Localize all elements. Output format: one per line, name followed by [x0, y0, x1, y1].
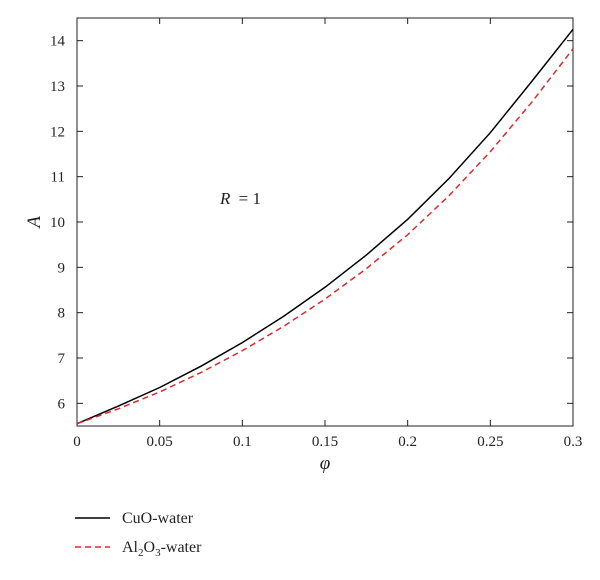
x-tick-label: 0.25 — [477, 434, 503, 450]
y-tick-label: 6 — [58, 396, 66, 412]
x-tick-label: 0.15 — [312, 434, 338, 450]
legend-label-al2o3-water: Al2O3-water — [122, 539, 202, 559]
legend-al-part: Al — [122, 539, 139, 556]
y-tick-label: 13 — [50, 79, 65, 95]
y-tick-label: 14 — [50, 34, 66, 50]
plot-area — [76, 17, 574, 427]
axis-ticks: 0 0.05 0.1 0.15 0.2 0.25 0.3 6 7 8 9 10 11 12 13 14 — [50, 18, 582, 450]
x-axis-label: φ — [320, 453, 331, 474]
x-tick-label: 0.05 — [147, 434, 173, 450]
annotation-variable: R — [219, 189, 231, 208]
series-lines — [76, 28, 574, 425]
series-line-cuo-water — [76, 28, 574, 425]
y-tick-label: 12 — [50, 124, 65, 140]
legend-label-cuo-water: CuO-water — [122, 510, 194, 527]
x-tick-label: 0 — [73, 434, 81, 450]
legend-o-part: O — [144, 539, 156, 556]
annotation-r-equals-1: R = 1 — [219, 189, 261, 208]
legend: CuO-water Al2O3-water — [75, 510, 202, 559]
legend-water-part: -water — [161, 539, 203, 556]
legend-subscript-3: 3 — [155, 547, 161, 559]
y-axis-label: A — [24, 216, 45, 230]
y-tick-label: 8 — [58, 306, 66, 322]
y-tick-label: 7 — [58, 351, 66, 367]
series-line-al2o3-water — [76, 48, 574, 425]
x-tick-label: 0.3 — [564, 434, 583, 450]
y-tick-label: 10 — [50, 215, 65, 231]
legend-subscript-2: 2 — [138, 547, 144, 559]
x-tick-label: 0.2 — [398, 434, 417, 450]
y-tick-label: 11 — [51, 170, 65, 186]
annotation-relation: = 1 — [239, 189, 261, 208]
y-tick-label: 9 — [58, 260, 66, 276]
x-tick-label: 0.1 — [233, 434, 252, 450]
